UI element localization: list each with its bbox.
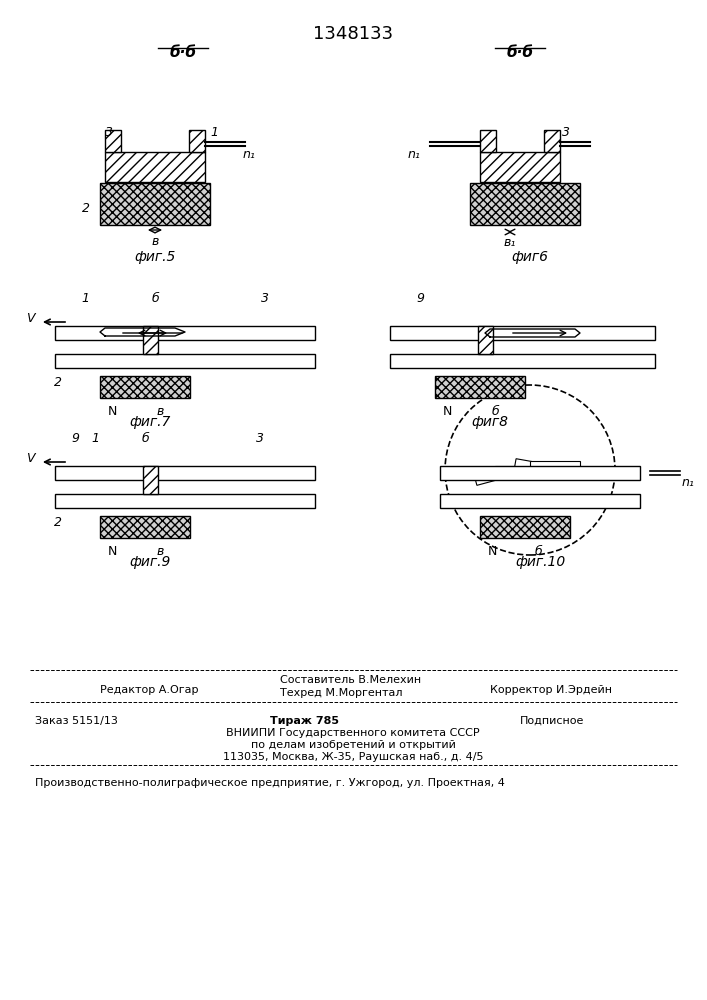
Bar — [390, 354, 655, 368]
Text: Заказ 5151/13: Заказ 5151/13 — [35, 716, 118, 726]
Bar — [100, 376, 190, 398]
Text: 9: 9 — [71, 432, 79, 445]
Text: фиг.7: фиг.7 — [129, 415, 170, 429]
Text: б: б — [151, 292, 159, 305]
Text: б: б — [141, 432, 149, 445]
Text: в: в — [156, 405, 164, 418]
Bar — [480, 130, 496, 152]
Text: б·б: б·б — [170, 45, 197, 60]
Bar — [143, 326, 158, 354]
Text: n₁: n₁ — [682, 476, 695, 489]
Text: V: V — [26, 452, 35, 464]
Text: в: в — [156, 545, 164, 558]
Bar — [390, 326, 655, 340]
Text: 2: 2 — [54, 516, 62, 528]
Text: фиг.10: фиг.10 — [515, 555, 565, 569]
Bar — [435, 376, 525, 398]
Text: 1: 1 — [210, 125, 218, 138]
Text: 2: 2 — [54, 375, 62, 388]
Text: б·б: б·б — [506, 45, 534, 60]
Text: в: в — [151, 235, 158, 248]
Text: N: N — [443, 405, 452, 418]
Bar — [55, 354, 315, 368]
Text: б: б — [534, 545, 542, 558]
Bar — [55, 466, 315, 480]
Bar — [480, 152, 560, 182]
Text: 1: 1 — [81, 292, 89, 305]
Text: фиг8: фиг8 — [472, 415, 508, 429]
Text: n₁: n₁ — [243, 148, 256, 161]
Bar — [440, 466, 640, 480]
Text: 3: 3 — [261, 292, 269, 305]
Text: фиг6: фиг6 — [511, 250, 549, 264]
Text: ВНИИПИ Государственного комитета СССР: ВНИИПИ Государственного комитета СССР — [226, 728, 480, 738]
Text: n₁: n₁ — [407, 148, 420, 161]
Text: 2: 2 — [82, 202, 90, 215]
Bar — [478, 326, 493, 354]
Bar — [189, 130, 205, 152]
Bar — [100, 183, 210, 225]
Text: N: N — [107, 545, 117, 558]
Text: 1348133: 1348133 — [313, 25, 393, 43]
Ellipse shape — [120, 469, 200, 477]
Text: по делам изобретений и открытий: по делам изобретений и открытий — [250, 740, 455, 750]
Text: 3: 3 — [256, 432, 264, 445]
Bar — [480, 516, 570, 538]
Bar — [470, 183, 580, 225]
Bar — [105, 152, 205, 182]
Text: 9: 9 — [416, 292, 424, 305]
Text: фиг.9: фиг.9 — [129, 555, 170, 569]
Bar — [105, 130, 121, 152]
Text: 1: 1 — [91, 432, 99, 445]
Polygon shape — [515, 459, 566, 475]
Polygon shape — [475, 465, 525, 485]
Text: Подписное: Подписное — [520, 716, 585, 726]
Text: 3: 3 — [562, 125, 570, 138]
Text: Производственно-полиграфическое предприятие, г. Ужгород, ул. Проектная, 4: Производственно-полиграфическое предприя… — [35, 778, 505, 788]
Polygon shape — [495, 466, 545, 474]
Text: 3: 3 — [105, 125, 113, 138]
Text: фиг.5: фиг.5 — [134, 250, 175, 264]
Bar — [55, 326, 315, 340]
Text: N: N — [487, 545, 497, 558]
Bar — [143, 466, 158, 494]
Text: Редактор А.Огар: Редактор А.Огар — [100, 685, 199, 695]
Polygon shape — [530, 461, 580, 469]
Text: Корректор И.Эрдейн: Корректор И.Эрдейн — [490, 685, 612, 695]
Bar — [100, 516, 190, 538]
Text: в₁: в₁ — [504, 236, 516, 249]
Text: Составитель В.Мелехин: Составитель В.Мелехин — [280, 675, 421, 685]
Text: Тираж 785: Тираж 785 — [270, 716, 339, 726]
Text: Техред М.Моргентал: Техред М.Моргентал — [280, 688, 402, 698]
Text: 113035, Москва, Ж-35, Раушская наб., д. 4/5: 113035, Москва, Ж-35, Раушская наб., д. … — [223, 752, 484, 762]
Text: б: б — [491, 405, 499, 418]
Bar — [544, 130, 560, 152]
Bar — [55, 494, 315, 508]
Bar — [440, 494, 640, 508]
Text: V: V — [26, 312, 35, 324]
Text: N: N — [107, 405, 117, 418]
